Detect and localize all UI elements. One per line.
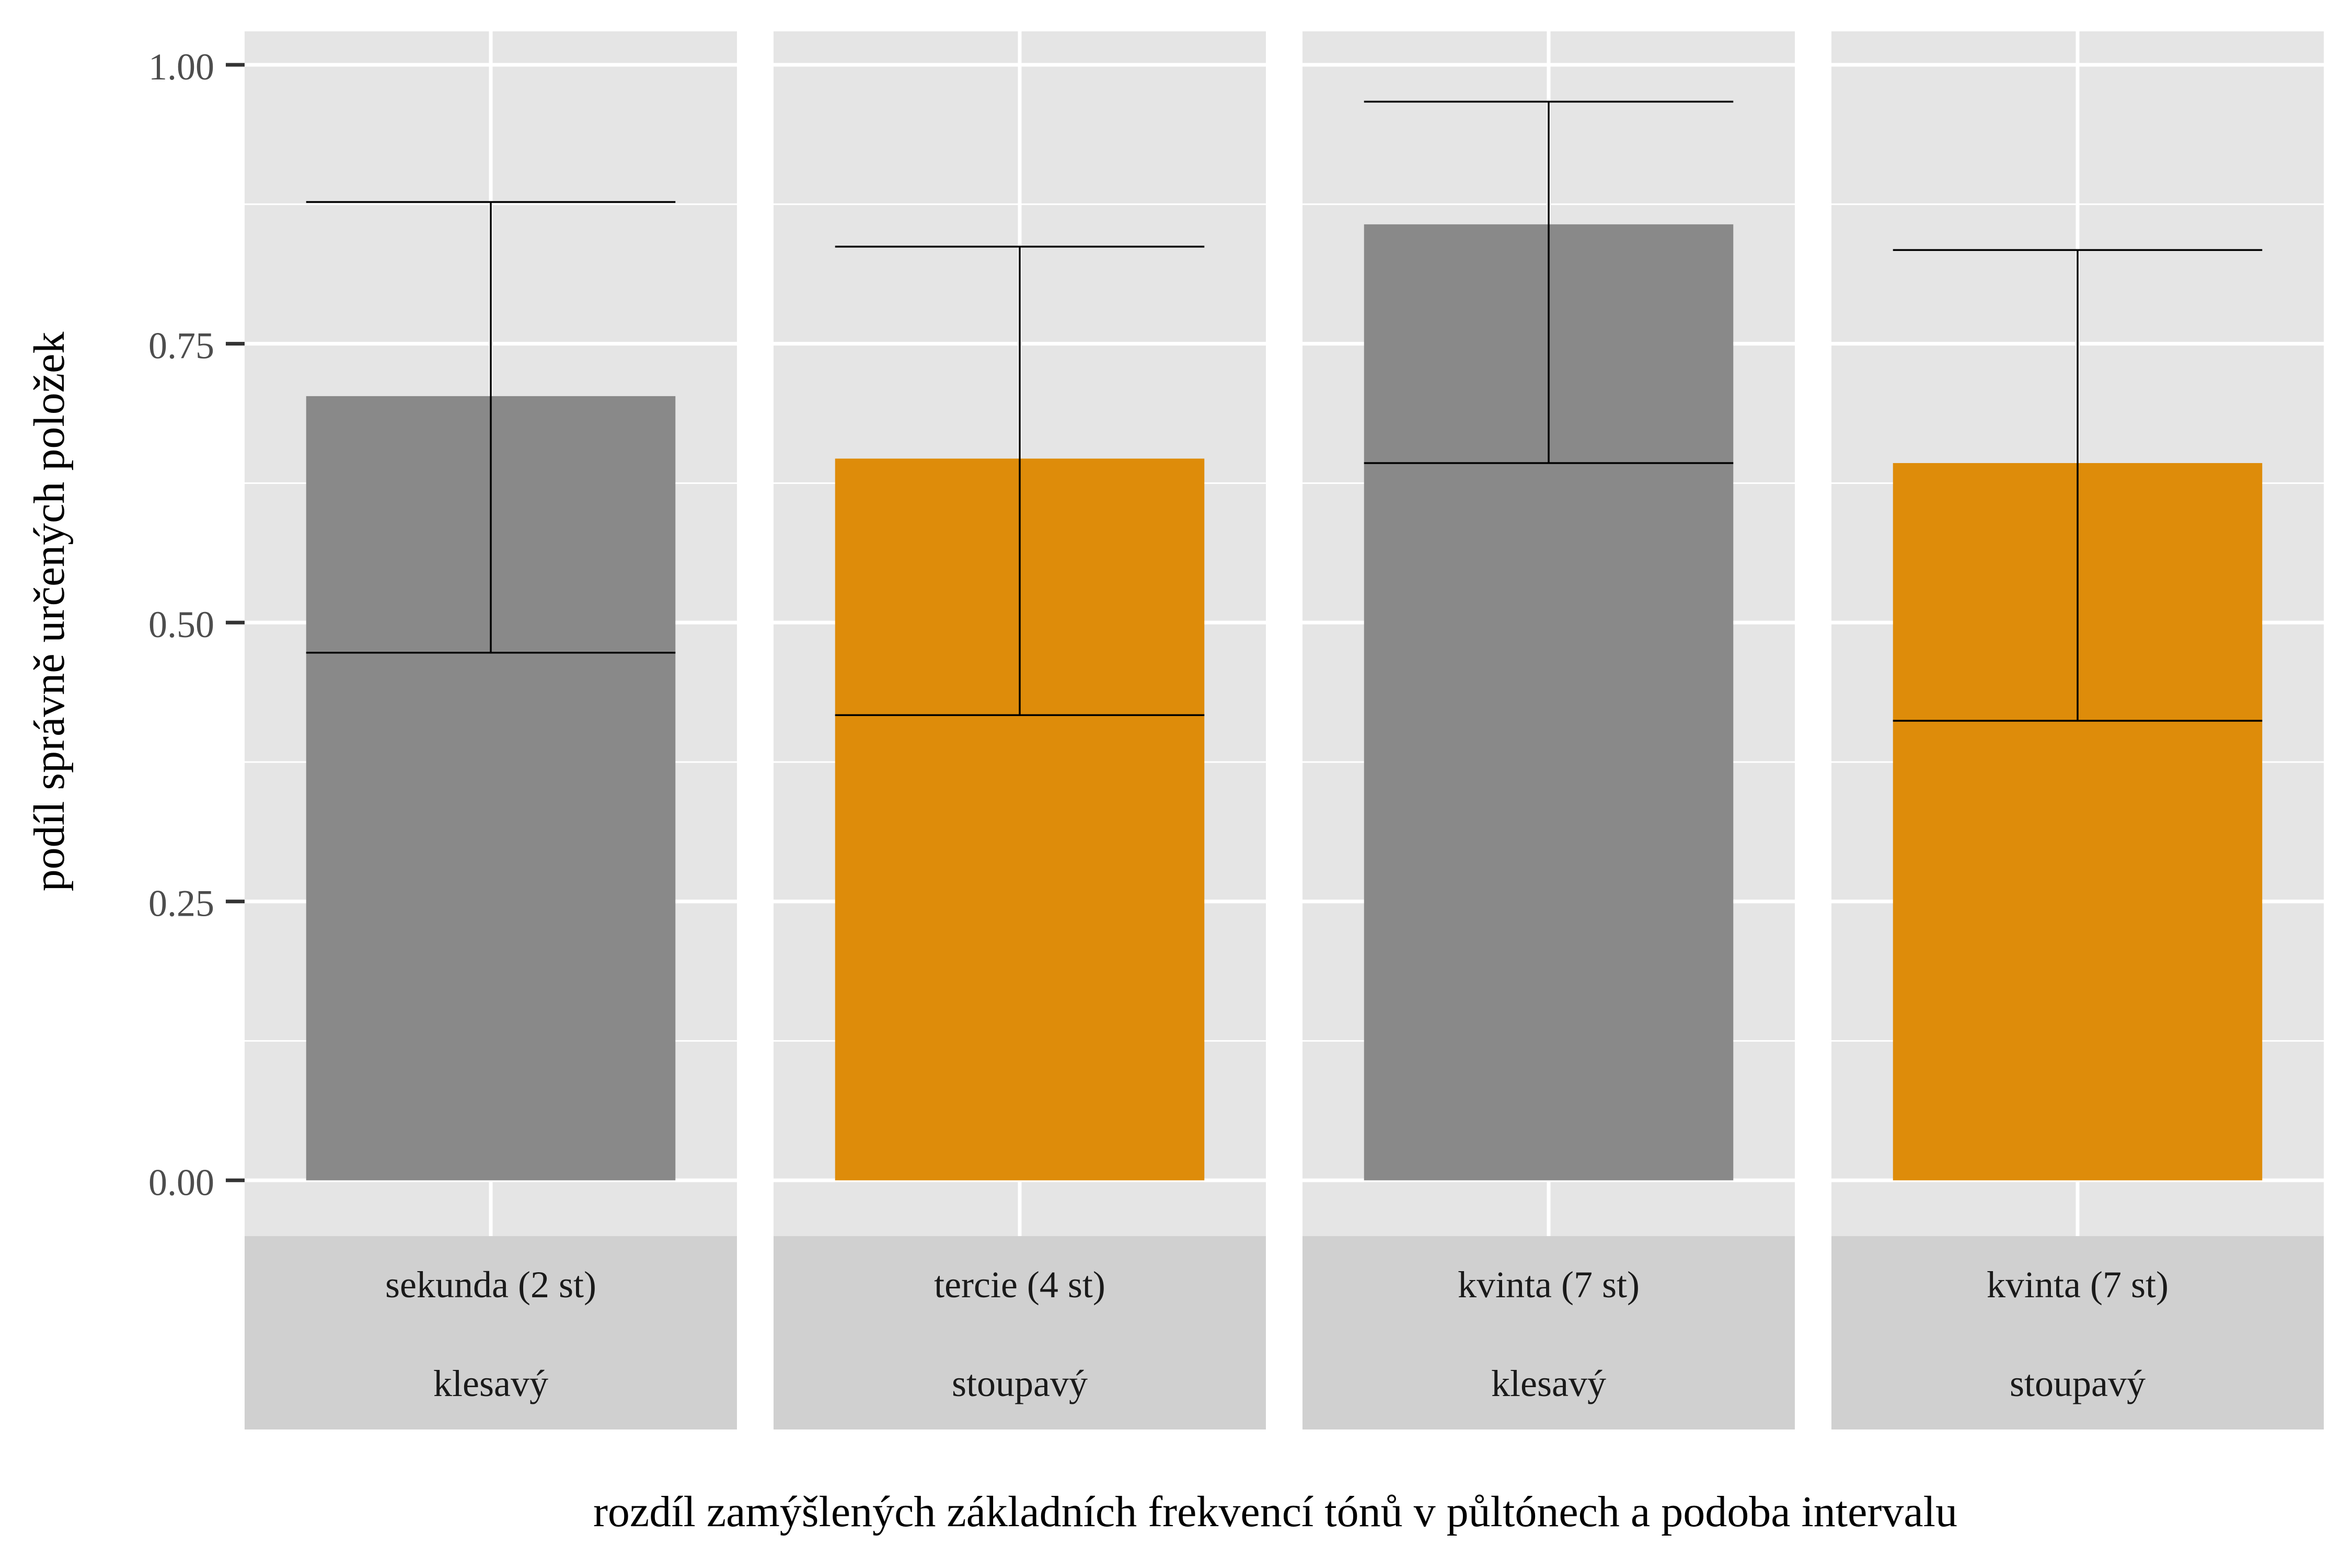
facet-panel: sekunda (2 st) klesavý [245, 31, 737, 1429]
facet-strip [245, 1236, 737, 1429]
facet-strip [1302, 1236, 1795, 1429]
y-tick-label: 0.50 [148, 604, 214, 645]
y-axis-title: podíl správně určených položek [25, 332, 74, 892]
y-tick-label: 0.25 [148, 883, 214, 925]
facet-strip [774, 1236, 1266, 1429]
y-axis: 0.00 0.25 0.50 0.75 1.00 [148, 46, 245, 1203]
facet-strip [1831, 1236, 2324, 1429]
facet-strip-interval-label: kvinta (7 st) [1458, 1264, 1640, 1306]
facet-panel: kvinta (7 st) klesavý [1302, 31, 1795, 1429]
facet-strip-direction-label: klesavý [433, 1363, 548, 1404]
facet-strip-interval-label: kvinta (7 st) [1987, 1264, 2169, 1306]
y-tick-label: 1.00 [148, 46, 214, 88]
facet-panel: tercie (4 st) stoupavý [774, 31, 1266, 1429]
y-tick-label: 0.75 [148, 325, 214, 367]
x-axis-title: rozdíl zamýšlených základních frekvencí … [593, 1488, 1957, 1536]
facet-panel: kvinta (7 st) stoupavý [1831, 31, 2324, 1429]
y-tick-label: 0.00 [148, 1161, 214, 1203]
facet-strip-direction-label: klesavý [1491, 1363, 1606, 1404]
facet-strip-direction-label: stoupavý [952, 1363, 1088, 1404]
facet-strip-interval-label: sekunda (2 st) [385, 1264, 596, 1306]
facet-strip-direction-label: stoupavý [2010, 1363, 2146, 1404]
facet-strip-interval-label: tercie (4 st) [934, 1264, 1105, 1306]
facet-panels: sekunda (2 st) klesavý tercie (4 st) stoupa… [245, 31, 2324, 1429]
